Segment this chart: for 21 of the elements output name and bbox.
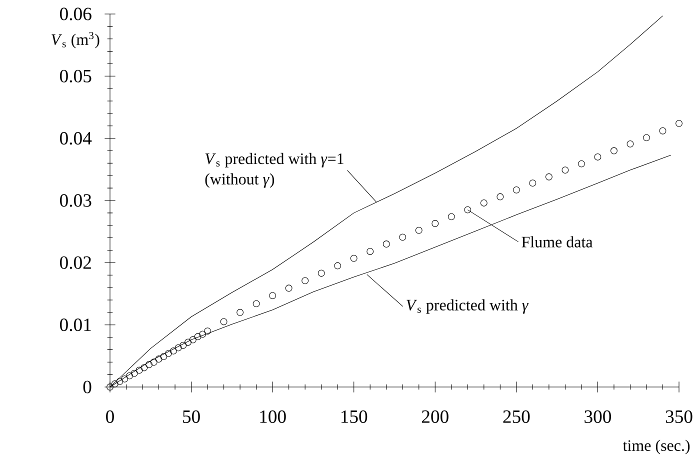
y-tick-label: 0.04 <box>60 132 92 145</box>
x-tick-label: 150 <box>341 410 368 423</box>
y-tick-label: 0.05 <box>60 70 92 83</box>
x-tick-label: 250 <box>503 410 530 423</box>
x-tick-label: 50 <box>183 410 200 423</box>
y-tick-label: 0.01 <box>60 318 91 332</box>
annotation: V$_{s}$ predicted with γ=1 <box>205 152 344 168</box>
x-tick-label: 350 <box>666 410 692 423</box>
y-tick-label: 0.02 <box>60 256 91 270</box>
annotation: V$_{s}$ predicted with γ <box>406 299 529 314</box>
x-tick-label: 100 <box>260 410 286 423</box>
x-axis-title: time (sec.) <box>622 440 690 454</box>
y-axis-title: V$_{s}$ (m$^{3}$) <box>52 32 100 48</box>
x-tick-label: 200 <box>422 410 448 423</box>
y-tick-label: 0.03 <box>60 194 92 207</box>
y-tick-label: 0 <box>83 380 92 394</box>
y-tick-label: 0.06 <box>60 8 92 20</box>
x-tick-label: 0 <box>106 410 114 423</box>
x-tick-label: 300 <box>584 410 612 423</box>
annotation: (without γ) <box>205 173 274 188</box>
annotation: Flume data <box>522 236 593 248</box>
